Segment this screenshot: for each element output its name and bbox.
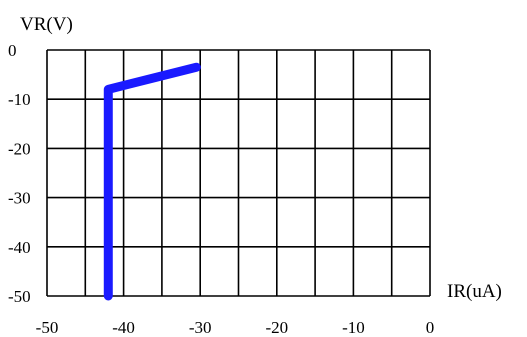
x-tick-label: -30 [189, 318, 212, 337]
x-tick-label: -40 [112, 318, 135, 337]
y-axis-label: VR(V) [20, 14, 73, 35]
y-tick-label: -20 [8, 139, 31, 158]
series-layer [108, 67, 196, 296]
y-tick-label: -50 [8, 287, 31, 306]
x-tick-label: 0 [426, 318, 435, 337]
series-line [108, 67, 196, 296]
ticks-layer: -50 -40 -30 -20 -10 0 0 -10 -20 -30 -40 -50 [8, 41, 434, 337]
y-tick-label: -40 [8, 238, 31, 257]
x-tick-label: -20 [265, 318, 288, 337]
y-tick-label: 0 [8, 41, 17, 60]
y-tick-label: -30 [8, 189, 31, 208]
x-axis-label: IR(uA) [447, 281, 502, 302]
y-tick-label: -10 [8, 90, 31, 109]
x-tick-label: -50 [36, 318, 59, 337]
x-tick-label: -10 [342, 318, 365, 337]
